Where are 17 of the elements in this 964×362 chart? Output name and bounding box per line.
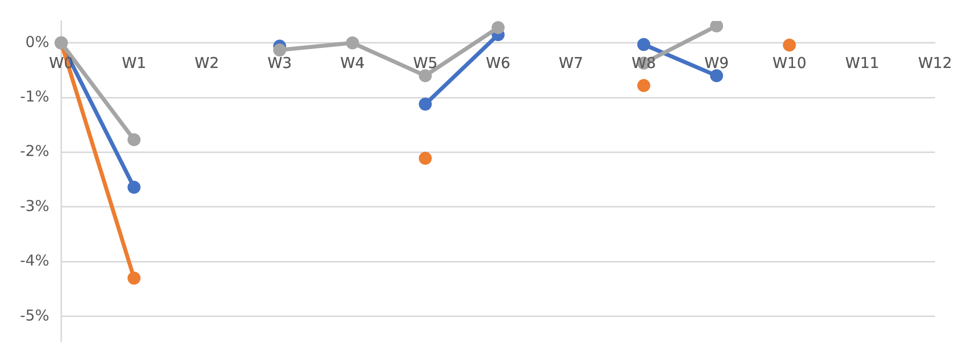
x-tick-label: W11: [845, 54, 880, 72]
x-tick-label: W7: [558, 54, 584, 72]
y-tick-label: -2%: [20, 142, 50, 160]
y-tick-label: -5%: [20, 306, 50, 324]
y-tick-label: 0%: [25, 32, 50, 51]
y-tick-label: -4%: [20, 252, 50, 270]
y-tick-label: -3%: [20, 196, 50, 215]
x-tick-label: W2: [194, 54, 220, 72]
x-tick-label: W3: [267, 54, 292, 72]
x-tick-label: W9: [704, 54, 729, 72]
x-tick-label: W10: [772, 54, 806, 72]
x-tick-label: W12: [918, 54, 952, 72]
x-tick-label: W6: [486, 54, 510, 72]
x-tick-label: W5: [413, 54, 438, 72]
y-tick-label: -1%: [20, 87, 50, 106]
x-tick-label: W1: [122, 54, 146, 72]
x-tick-label: W4: [340, 54, 365, 72]
